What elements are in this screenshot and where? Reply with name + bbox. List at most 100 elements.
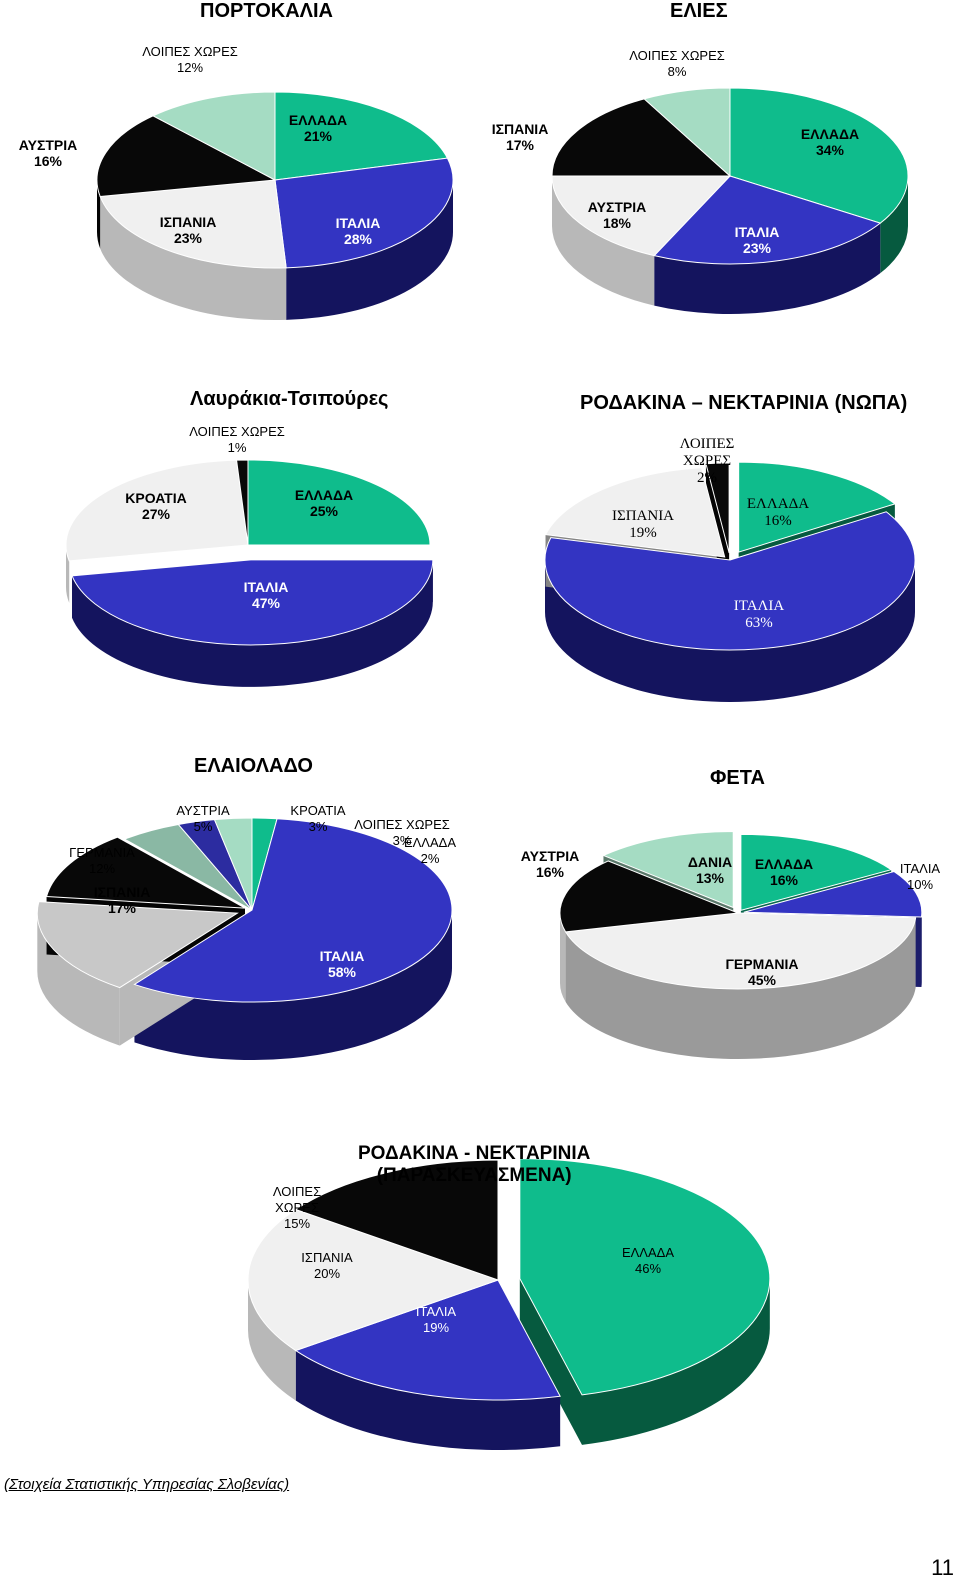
slice-category-label: ΚΡΟΑΤΙΑ — [290, 803, 345, 818]
slice-category-label: ΓΕΡΜΑΝΙΑ — [726, 956, 799, 972]
pie-top-group — [96, 91, 454, 269]
chart-title-line: (ΠΑΡΑΣΚΕΥΑΣΜΕΝΑ) — [376, 1165, 572, 1186]
pie-slice-4-2 — [36, 901, 239, 989]
slice-category-label: ΕΛΛΑΔΑ — [801, 126, 859, 142]
pie-slice-side — [37, 913, 120, 1046]
pie-slice-1-2 — [551, 175, 732, 257]
slice-category-label: ΑΥΣΤΡΙΑ — [176, 803, 230, 818]
pie-slice-1-1 — [653, 175, 882, 265]
pie-slice-0-4 — [152, 91, 276, 181]
pie-slice-6-2 — [247, 1208, 500, 1352]
pie-slice-0-3 — [96, 115, 277, 198]
slice-value-label: 63% — [745, 615, 773, 631]
pie-slice-side — [295, 1350, 561, 1450]
pie-slice-side — [565, 917, 916, 1059]
slice-value-label: 13% — [696, 870, 725, 886]
slice-category-label: ΙΤΑΛΙΑ — [734, 598, 785, 614]
slice-category-label: ΕΛΛΑΔΑ — [289, 112, 347, 128]
pie-slice-4-1 — [133, 818, 453, 1003]
slice-category-label: ΛΟΙΠΕΣ — [680, 436, 735, 452]
pie-slice-3-2 — [544, 467, 726, 558]
chart-title: ΕΛΑΙΟΛΑΔΟ — [194, 755, 313, 777]
slice-category-label: ΙΣΠΑΝΙΑ — [301, 1250, 353, 1265]
pie-slice-cut — [519, 1278, 582, 1445]
pie-chart-olives: ΕΛΙΕΣ ΕΛΛΑΔΑ 34% ΙΤΑΛΙΑ 23% ΑΥΣΤΡΙΑ 18% ΙΣΠΑΝΙ… — [490, 0, 950, 340]
pie-slice-side — [552, 176, 655, 306]
slice-category-label: ΙΤΑΛΙΑ — [320, 948, 365, 964]
chart-title-line: ΡΟΔΑΚΙΝΑ - ΝΕΚΤΑΡΙΝΙΑ — [358, 1143, 591, 1164]
pie-slice-side — [880, 176, 908, 274]
slice-category-label: ΧΩΡΕΣ — [683, 453, 731, 469]
slice-value-label: 19% — [629, 525, 657, 541]
pie-slice-5-0 — [740, 833, 893, 912]
pie-chart-feta: ΦΕΤΑ ΕΛΛΑΔΑ 16% ΙΤΑΛΙΑ 10% ΓΕΡΜΑΝΙΑ 45% ΑΥΣΤΡΙ… — [520, 755, 950, 1075]
pie-slice-6-3 — [294, 1159, 499, 1281]
pie-slice-side — [97, 180, 101, 249]
slice-value-label: 58% — [328, 964, 357, 980]
pie-slice-side — [560, 913, 566, 1002]
slice-value-label: 17% — [506, 137, 535, 153]
slice-category-label: ΙΤΑΛΙΑ — [900, 861, 941, 876]
pie-chart-oranges: ΠΟΡΤΟΚΑΛΙΑ ΕΛΛΑΔΑ 21% ΙΤΑΛΙΑ 28% ΙΣΠΑΝΙΑ 23% Α… — [19, 0, 460, 340]
slice-value-label: 16% — [770, 872, 799, 888]
slice-value-label: 5% — [194, 819, 213, 834]
slice-category-label: ΛΟΙΠΕΣ ΧΩΡΕΣ — [354, 817, 450, 832]
pie-slice-2-2 — [65, 459, 249, 562]
pie-slice-0-1 — [274, 157, 454, 269]
slice-value-label: 23% — [743, 240, 772, 256]
slice-category-label: ΕΛΛΑΔΑ — [622, 1245, 674, 1260]
pie-slice-2-3 — [236, 459, 249, 546]
slice-category-label: ΕΛΛΑΔΑ — [755, 856, 813, 872]
pie-slice-0-2 — [99, 179, 287, 269]
pie-slice-side — [248, 1280, 296, 1401]
slice-category-label: ΙΤΑΛΙΑ — [336, 215, 381, 231]
pie-chart-olive-oil: ΕΛΑΙΟΛΑΔΟ ΕΛΛΑΔΑ 2% ΙΤΑΛΙΑ 58% ΙΣΠΑΝΙΑ 17% ΓΕΡ… — [20, 755, 460, 1065]
slice-category-label: ΚΡΟΑΤΙΑ — [125, 490, 186, 506]
chart-title: ΡΟΔΑΚΙΝΑ – ΝΕΚΤΑΡΙΝΙΑ (ΝΩΠΑ) — [580, 392, 908, 414]
slice-value-label: 18% — [603, 215, 632, 231]
slice-category-label: ΑΥΣΤΡΙΑ — [588, 199, 646, 215]
slice-value-label: 2% — [697, 470, 717, 486]
pie-slice-side — [134, 910, 453, 1060]
pie-slice-3-0 — [738, 461, 896, 553]
slice-value-label: 25% — [310, 503, 339, 519]
slice-value-label: 15% — [284, 1216, 310, 1231]
chart-title: ΕΛΙΕΣ — [670, 0, 728, 22]
slice-category-label: ΛΟΙΠΕΣ ΧΩΡΕΣ — [189, 424, 285, 439]
slice-category-label: ΕΛΛΑΔΑ — [747, 496, 809, 512]
slice-value-label: 19% — [423, 1320, 449, 1335]
slice-value-label: 27% — [142, 506, 171, 522]
slice-category-label: ΓΕΡΜΑΝΙΑ — [69, 845, 135, 860]
pie-side-group — [248, 1278, 770, 1450]
pie-slice-3-1 — [544, 511, 916, 651]
pie-slice-4-3 — [45, 836, 246, 909]
pie-slice-2-1 — [71, 559, 434, 646]
slice-category-label: ΙΣΠΑΝΙΑ — [94, 884, 151, 900]
slice-category-label: ΙΤΑΛΙΑ — [735, 224, 780, 240]
